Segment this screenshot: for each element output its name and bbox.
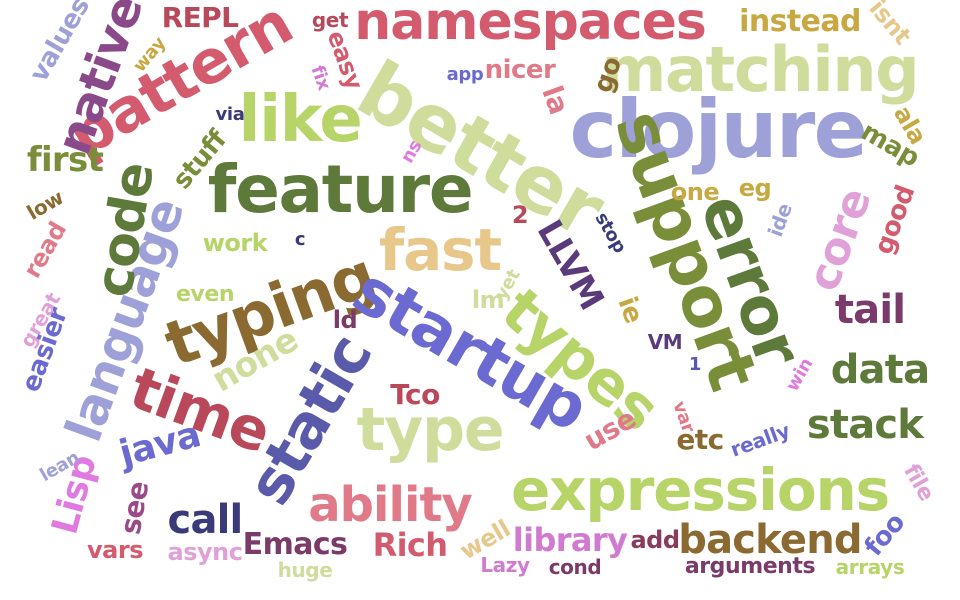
word-ability: ability — [308, 477, 473, 533]
word-clojure: clojure — [569, 83, 868, 176]
word-namespaces: namespaces — [354, 0, 707, 52]
word-see: see — [113, 478, 156, 537]
word-tail: tail — [834, 287, 906, 333]
word-low: low — [22, 185, 68, 225]
word-first: first — [26, 140, 104, 180]
word-etc: etc — [676, 423, 724, 456]
word-type: type — [356, 395, 505, 465]
word-repl: REPL — [161, 1, 239, 34]
word-emacs: Emacs — [242, 527, 348, 562]
word-feature: feature — [207, 151, 474, 228]
word-1: 1 — [688, 354, 702, 375]
word-backend: backend — [678, 517, 862, 563]
word-fast: fast — [379, 216, 502, 284]
word-arguments: arguments — [684, 554, 816, 579]
word-lazy: Lazy — [480, 553, 530, 577]
word-via: via — [215, 104, 245, 125]
word-arrays: arrays — [835, 555, 905, 579]
word-instead: instead — [739, 4, 861, 39]
word-ie: ie — [611, 292, 649, 328]
word-work: work — [202, 229, 268, 257]
word-2: 2 — [511, 201, 529, 229]
word-ide: ide — [762, 200, 798, 240]
word-rich: Rich — [372, 526, 448, 564]
word-stop: stop — [590, 208, 631, 257]
word-add: add — [630, 526, 680, 554]
word-java: java — [115, 414, 205, 475]
word-ld: ld — [332, 306, 358, 334]
word-stack: stack — [806, 402, 924, 448]
word-matching: matching — [601, 33, 920, 106]
word-really: really — [727, 418, 793, 462]
word-huge: huge — [277, 558, 333, 582]
word-one: one — [670, 178, 720, 206]
word-win: win — [781, 354, 818, 395]
word-var: var — [668, 398, 699, 436]
word-eg: eg — [738, 174, 772, 202]
word-app: app — [446, 64, 484, 85]
word-expressions: expressions — [510, 456, 890, 524]
word-c: c — [294, 229, 306, 250]
word-like: like — [238, 83, 362, 157]
word-call: call — [167, 497, 244, 543]
word-vars: vars — [86, 536, 144, 564]
word-cond: cond — [548, 555, 602, 579]
word-file: file — [898, 460, 939, 506]
word-good: good — [868, 181, 922, 259]
word-read: read — [17, 217, 73, 283]
word-lm: lm — [471, 286, 505, 314]
word-la: la — [535, 81, 576, 119]
word-even: even — [175, 282, 235, 307]
word-library: library — [512, 521, 628, 559]
word-core: core — [797, 182, 882, 298]
word-vm: VM — [647, 330, 683, 354]
word-nicer: nicer — [484, 55, 556, 85]
word-tco: Tco — [390, 378, 440, 411]
word-data: data — [830, 347, 930, 393]
word-get: get — [311, 8, 349, 32]
word-async: async — [167, 538, 243, 566]
